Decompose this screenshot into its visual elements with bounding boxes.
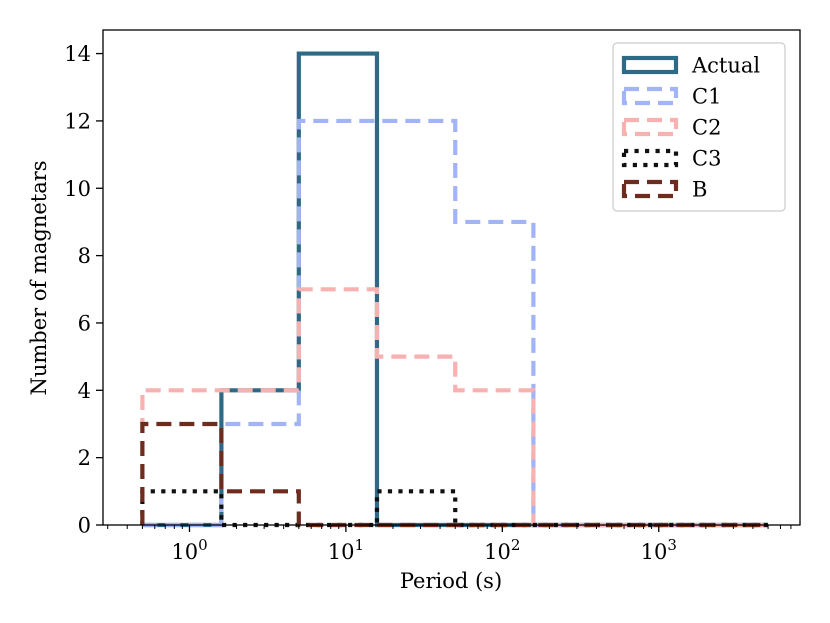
legend-label-actual: Actual [691, 54, 760, 78]
x-axis-label: Period (s) [400, 569, 502, 593]
y-tick-label: 10 [64, 177, 91, 201]
plot-frame [102, 29, 801, 526]
legend-label-c2: C2 [692, 116, 721, 140]
x-tick-label: 101 [328, 536, 364, 564]
legend-box [612, 42, 786, 212]
legend-label-c3: C3 [692, 147, 721, 171]
axis-layer: 0 2 4 6 8 10 12 14 100 101 102 103 [64, 42, 792, 564]
legend-swatch-b [621, 179, 679, 199]
y-axis-label: Number of magnetars [27, 160, 51, 395]
y-tick-label: 8 [78, 244, 91, 268]
legend-swatch-c2 [621, 117, 679, 137]
y-tick-label: 0 [78, 514, 91, 538]
y-tick-label: 4 [78, 379, 91, 403]
legend-swatch-c1 [621, 86, 679, 106]
y-tick-label: 2 [78, 446, 91, 470]
legend-swatch-actual [621, 55, 679, 75]
legend-label-c1: C1 [692, 85, 721, 109]
legend-label-b: B [692, 178, 707, 202]
x-tick-label: 102 [484, 536, 520, 564]
y-tick-label: 12 [64, 109, 91, 133]
y-tick-label: 14 [64, 42, 91, 66]
x-tick-label: 100 [171, 536, 207, 564]
legend: Actual C1 C2 C3 B [612, 42, 786, 212]
x-tick-label: 103 [641, 536, 677, 564]
y-tick-label: 6 [78, 311, 91, 335]
